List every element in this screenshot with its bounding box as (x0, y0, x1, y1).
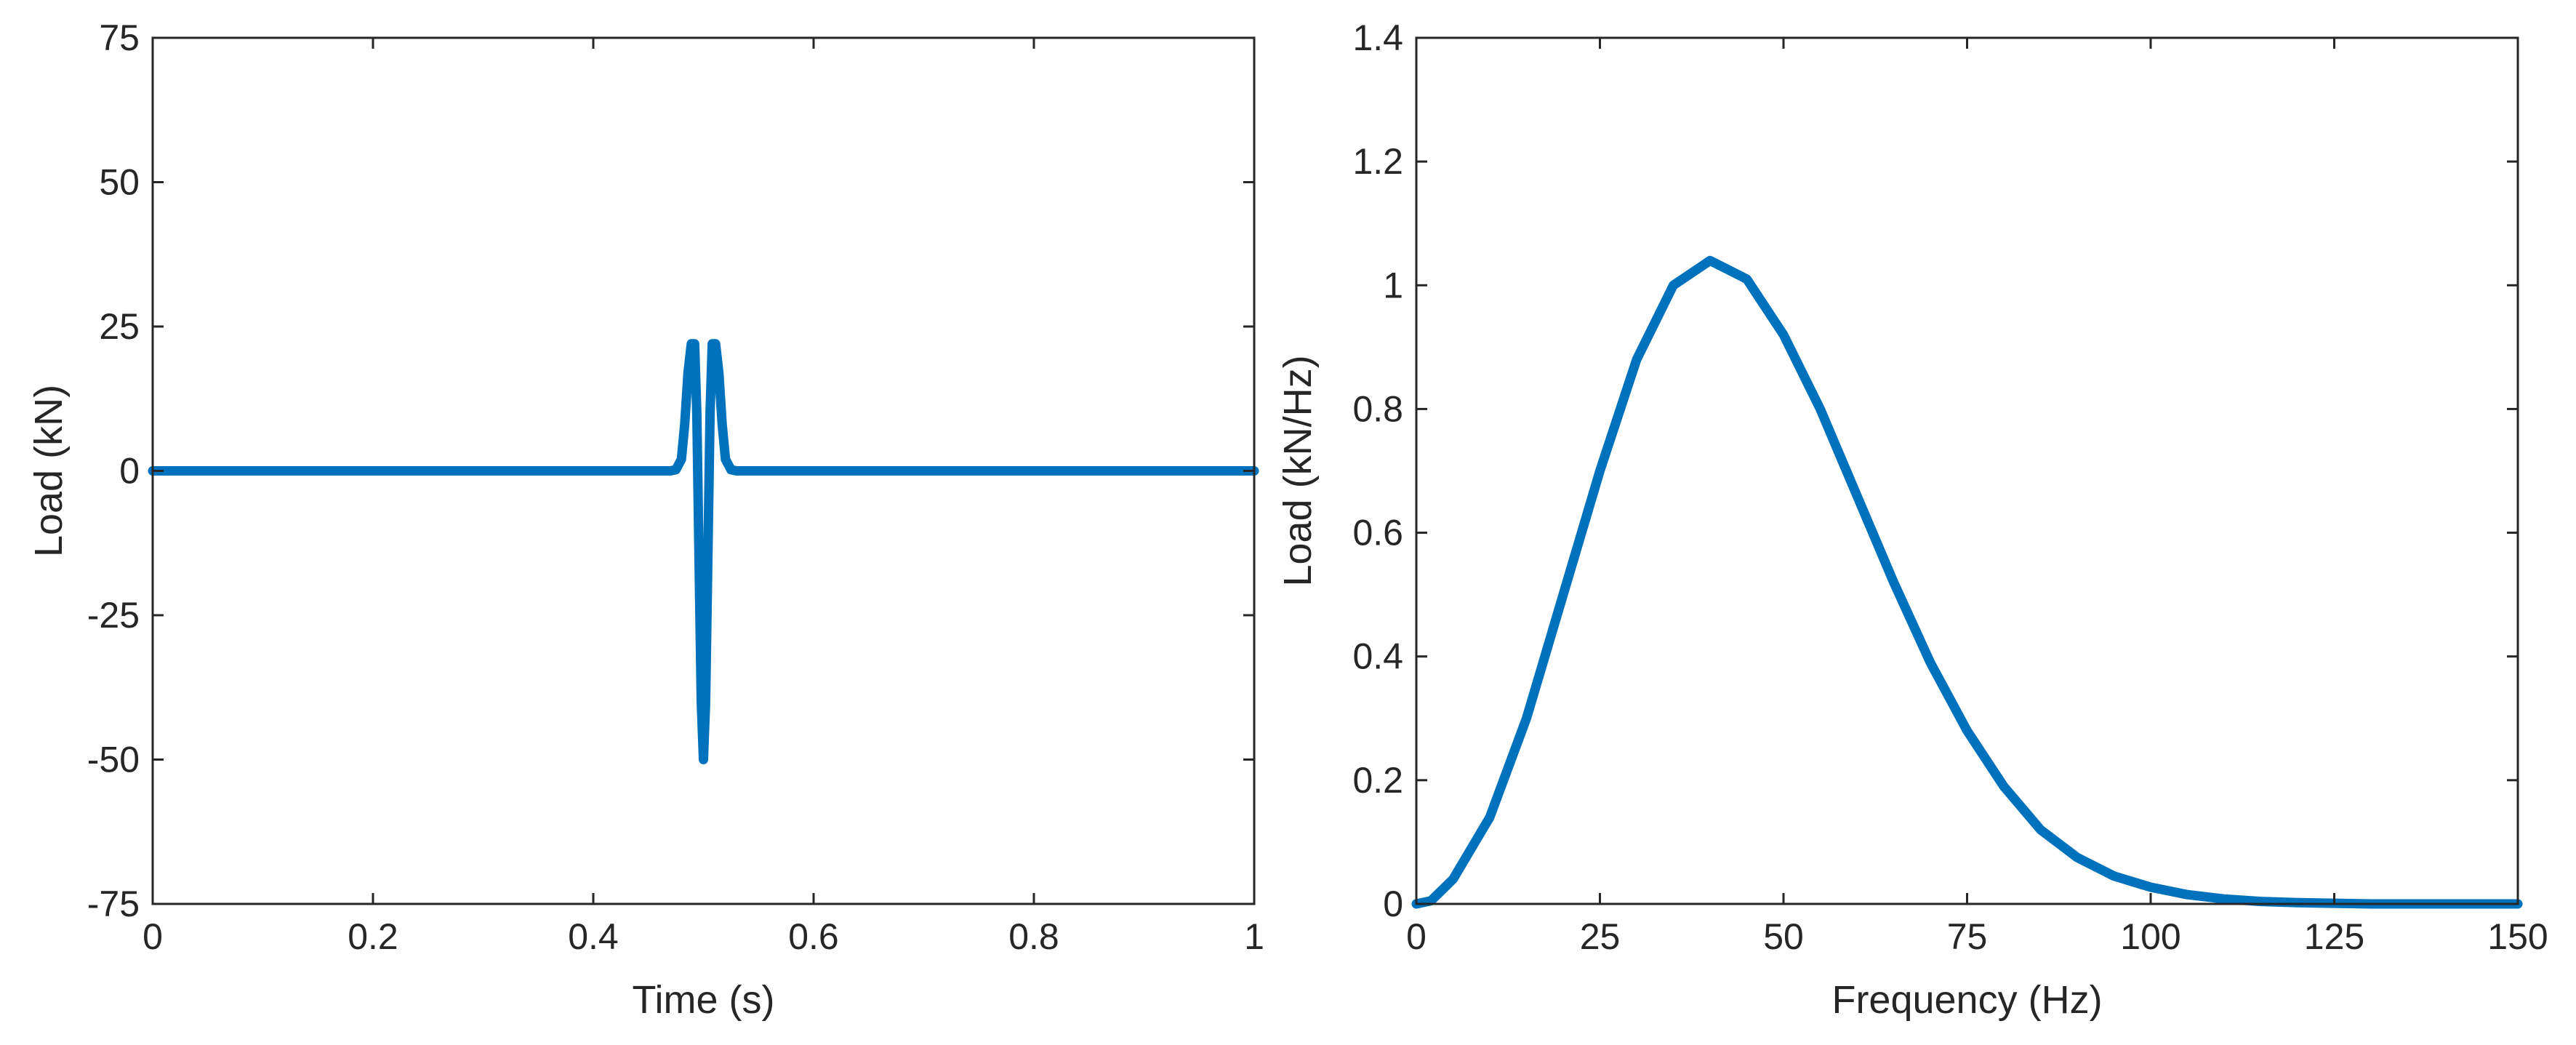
y-tick-label: 1.2 (1352, 141, 1403, 182)
series-line (148, 339, 1259, 764)
y-tick-label: 0 (1383, 884, 1403, 924)
x-tick-label: 0 (143, 916, 163, 957)
x-tick-label: 50 (1763, 916, 1804, 957)
y-tick-label: 0 (119, 451, 140, 492)
x-tick-label: 0.6 (788, 916, 839, 957)
y-tick-label: 0.8 (1352, 388, 1403, 429)
frequency-domain-chart: 0 25 50 75 100 125 150 0 0.2 0.4 0.6 0.8 1 1.2 1.4 Freq… (1276, 17, 2548, 1022)
x-tick-label: 1 (1244, 916, 1264, 957)
y-tick-label: 50 (99, 162, 140, 203)
x-axis-label: Frequency (Hz) (1831, 978, 2102, 1022)
y-tick-label: 0.6 (1352, 513, 1403, 553)
y-tick-label: 25 (99, 306, 140, 347)
y-axis-label: Load (kN) (27, 385, 71, 557)
x-axis-label: Time (s) (633, 978, 775, 1022)
x-tick-label: 0.2 (348, 916, 398, 957)
x-tick-label: 150 (2487, 916, 2548, 957)
x-tick-label: 0.4 (568, 916, 619, 957)
x-tick-label: 100 (2120, 916, 2180, 957)
time-domain-chart: 0 0.2 0.4 0.6 0.8 1 -75 -50 -25 0 25 50 75 Time (s) Lo… (27, 17, 1264, 1022)
y-tick-label: 0.2 (1352, 760, 1403, 801)
x-tick-label: 25 (1580, 916, 1621, 957)
x-tick-label: 125 (2304, 916, 2364, 957)
y-tick-label: 0.4 (1352, 636, 1403, 677)
y-tick-label: -50 (87, 740, 140, 780)
x-tick-label: 75 (1947, 916, 1988, 957)
y-axis-label: Load (kN/Hz) (1276, 355, 1320, 586)
y-tick-label: -75 (87, 884, 140, 924)
series-line (1411, 255, 2523, 909)
y-tick-label: 75 (99, 17, 140, 58)
y-tick-label: 1.4 (1352, 17, 1403, 58)
x-tick-label: 0 (1406, 916, 1427, 957)
y-tick-label: 1 (1383, 265, 1403, 305)
axes-box (1415, 36, 2519, 905)
y-tick-label: -25 (87, 595, 140, 636)
x-tick-label: 0.8 (1008, 916, 1059, 957)
